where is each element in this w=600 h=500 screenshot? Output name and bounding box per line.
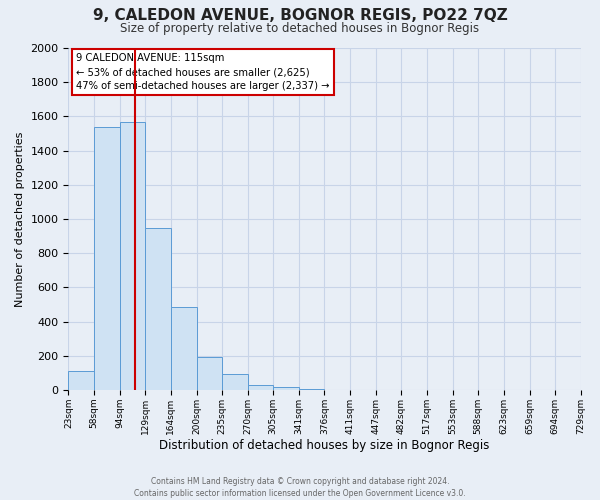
Bar	[68, 371, 94, 390]
Bar	[299, 389, 325, 390]
Bar	[222, 374, 248, 390]
Text: 9, CALEDON AVENUE, BOGNOR REGIS, PO22 7QZ: 9, CALEDON AVENUE, BOGNOR REGIS, PO22 7Q…	[92, 8, 508, 23]
X-axis label: Distribution of detached houses by size in Bognor Regis: Distribution of detached houses by size …	[159, 440, 490, 452]
Text: Size of property relative to detached houses in Bognor Regis: Size of property relative to detached ho…	[121, 22, 479, 35]
Bar	[273, 388, 299, 390]
Bar	[170, 307, 197, 390]
Bar	[248, 385, 273, 390]
Bar	[94, 126, 120, 390]
Y-axis label: Number of detached properties: Number of detached properties	[15, 132, 25, 306]
Bar	[120, 122, 145, 390]
Bar	[197, 358, 222, 390]
Text: Contains HM Land Registry data © Crown copyright and database right 2024.
Contai: Contains HM Land Registry data © Crown c…	[134, 476, 466, 498]
Bar	[145, 228, 170, 390]
Text: 9 CALEDON AVENUE: 115sqm
← 53% of detached houses are smaller (2,625)
47% of sem: 9 CALEDON AVENUE: 115sqm ← 53% of detach…	[76, 53, 329, 91]
